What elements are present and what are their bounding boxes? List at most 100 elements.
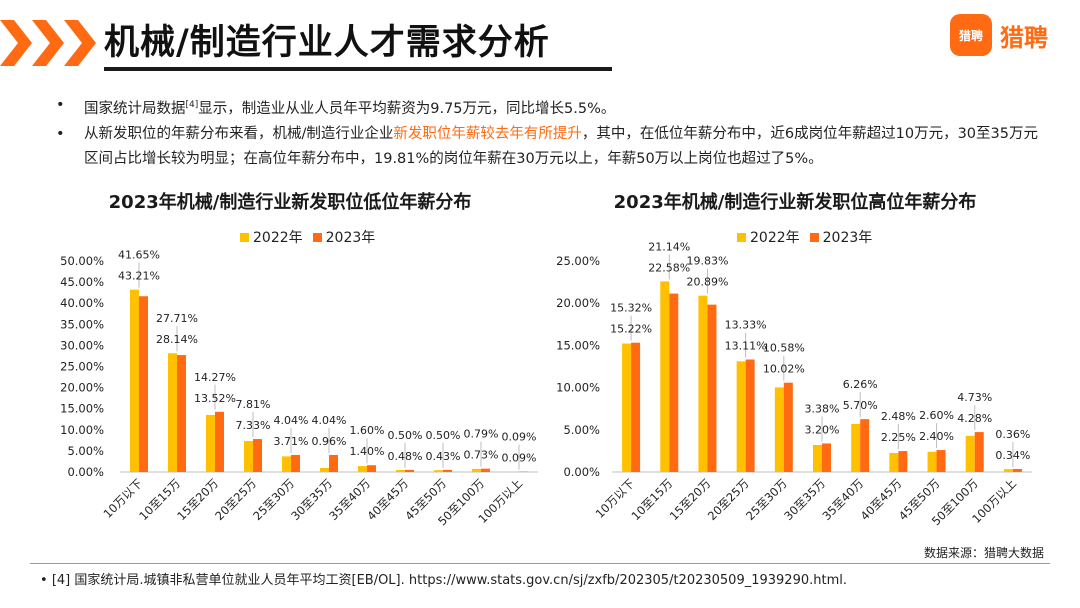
bar-2022 xyxy=(358,466,367,472)
chevron-arrows-icon xyxy=(0,20,96,66)
data-label-2023: 1.60% xyxy=(350,424,385,437)
bar-2022 xyxy=(1003,469,1013,472)
data-label-2023: 2.48% xyxy=(881,410,916,423)
data-label-2022: 0.09% xyxy=(502,452,537,465)
data-label-2023: 0.09% xyxy=(502,431,537,444)
data-label-2022: 43.21% xyxy=(118,270,160,283)
logo-mark: 猎聘 xyxy=(950,14,992,56)
data-label-2022: 13.52% xyxy=(194,392,236,405)
bar-2022 xyxy=(282,456,291,472)
bar-2022 xyxy=(168,353,177,472)
liepin-logo: 猎聘 猎聘 xyxy=(950,14,1048,56)
footnote-divider xyxy=(30,563,1050,564)
y-tick-label: 35.00% xyxy=(60,317,104,331)
y-tick-label: 45.00% xyxy=(60,275,104,289)
bullet-2-highlight: 新发职位年薪较去年有所提升 xyxy=(393,125,582,142)
bullet-item-1: 国家统计局数据[4]显示，制造业从业人员年平均薪资为9.75万元，同比增长5.5… xyxy=(56,93,1046,122)
y-tick-label: 40.00% xyxy=(60,296,104,310)
y-tick-label: 15.00% xyxy=(60,402,104,416)
legend-label-2022: 2022年 xyxy=(253,230,303,246)
bar-2022 xyxy=(698,295,708,472)
y-tick-label: 0.00% xyxy=(67,465,104,479)
y-tick-label: 10.00% xyxy=(60,423,104,437)
data-label-2023: 0.50% xyxy=(388,429,423,442)
bullet-2-text: 从新发职位的年薪分布来看，机械/制造行业企业 xyxy=(84,125,394,142)
data-label-2022: 5.70% xyxy=(843,399,878,412)
legend-swatch-2022 xyxy=(240,232,249,242)
data-label-2022: 20.89% xyxy=(686,276,728,289)
data-label-2023: 14.27% xyxy=(194,371,236,384)
data-label-2022: 4.28% xyxy=(957,412,992,425)
bar-2023 xyxy=(405,469,414,472)
data-label-2022: 3.20% xyxy=(805,423,840,436)
bar-2022 xyxy=(774,387,784,472)
bar-2023 xyxy=(481,468,490,472)
data-label-2022: 13.11% xyxy=(725,339,767,352)
footnote-text: [4] 国家统计局.城镇非私营单位就业人员年平均工资[EB/OL]. https… xyxy=(51,573,847,588)
data-label-2022: 0.48% xyxy=(388,450,423,463)
data-label-2022: 3.71% xyxy=(274,435,309,448)
y-tick-label: 5.00% xyxy=(563,423,600,437)
data-label-2023: 21.14% xyxy=(648,240,690,253)
data-label-2022: 0.73% xyxy=(464,449,499,462)
data-label-2023: 19.83% xyxy=(686,255,728,268)
bar-2023 xyxy=(745,359,755,472)
data-label-2023: 4.04% xyxy=(312,414,347,427)
bar-2022 xyxy=(927,451,937,472)
data-label-2023: 0.50% xyxy=(426,429,461,442)
data-label-2023: 4.04% xyxy=(274,414,309,427)
bar-2022 xyxy=(889,453,899,472)
title-underline xyxy=(104,67,612,71)
data-label-2023: 7.81% xyxy=(236,398,271,411)
y-tick-label: 20.00% xyxy=(556,296,600,310)
bar-2023 xyxy=(707,304,717,472)
legend-swatch-2023 xyxy=(312,232,322,242)
page-title: 机械/制造行业人才需求分析 xyxy=(104,23,550,63)
bar-2023 xyxy=(669,293,679,472)
bar-2023 xyxy=(974,432,984,472)
bar-2022 xyxy=(813,444,822,472)
y-tick-label: 25.00% xyxy=(556,254,600,268)
bar-2023 xyxy=(443,469,452,472)
data-label-2023: 15.32% xyxy=(610,302,652,315)
bullet-list: 国家统计局数据[4]显示，制造业从业人员年平均薪资为9.75万元，同比增长5.5… xyxy=(56,93,1046,172)
data-label-2022: 0.34% xyxy=(995,449,1030,462)
bar-2023 xyxy=(631,342,641,472)
bullet-1-text: 国家统计局数据 xyxy=(84,100,186,117)
bullet-1-text-end: 显示，制造业从业人员年平均薪资为9.75万元，同比增长5.5%。 xyxy=(198,100,616,117)
bar-2023 xyxy=(253,439,262,472)
y-tick-label: 30.00% xyxy=(60,338,104,352)
footnote: • [4] 国家统计局.城镇非私营单位就业人员年平均工资[EB/OL]. htt… xyxy=(40,573,847,588)
bar-2023 xyxy=(291,454,300,472)
bar-2023 xyxy=(936,450,946,472)
bar-2022 xyxy=(622,343,632,472)
bar-2023 xyxy=(329,454,338,472)
bar-2022 xyxy=(851,423,861,472)
chart-1-title: 2023年机械/制造行业新发职位低位年薪分布 xyxy=(108,192,472,213)
data-label-2022: 0.43% xyxy=(426,450,461,463)
data-source: 数据来源：猎聘大数据 xyxy=(923,546,1044,560)
legend-label-2023: 2023年 xyxy=(822,230,873,246)
bar-2022 xyxy=(320,467,329,472)
data-label-2022: 7.33% xyxy=(236,419,271,432)
chart-1-legend: 2022年 2023年 xyxy=(240,227,385,247)
y-tick-label: 25.00% xyxy=(60,360,104,374)
legend-label-2023: 2023年 xyxy=(325,230,376,246)
data-label-2022: 10.02% xyxy=(763,363,805,376)
bar-2023 xyxy=(215,411,224,472)
y-tick-label: 15.00% xyxy=(556,338,600,352)
data-label-2023: 27.71% xyxy=(156,312,198,325)
bar-2023 xyxy=(822,443,831,472)
data-label-2022: 0.96% xyxy=(312,435,347,448)
bar-2023 xyxy=(139,296,148,472)
bar-2023 xyxy=(1012,468,1022,472)
data-label-2023: 4.73% xyxy=(957,391,992,404)
data-label-2023: 0.79% xyxy=(464,428,499,441)
legend-swatch-2022 xyxy=(737,232,746,242)
data-label-2022: 1.40% xyxy=(350,445,385,458)
y-tick-label: 0.00% xyxy=(563,465,600,479)
data-label-2023: 6.26% xyxy=(843,378,878,391)
citation-ref: [4] xyxy=(185,100,199,110)
data-label-2023: 13.33% xyxy=(725,318,767,331)
